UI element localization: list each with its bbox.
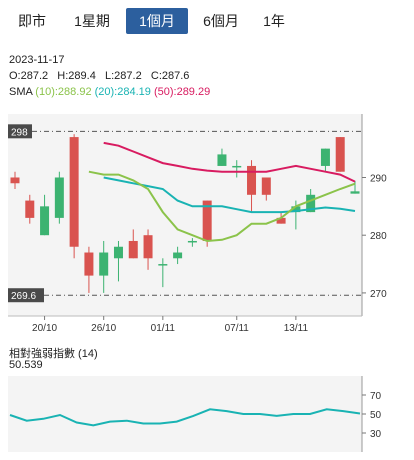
rsi-tick-label: 70	[370, 391, 382, 402]
y-tick-label: 280	[370, 231, 387, 242]
candle-body	[25, 200, 35, 218]
min-price-label: 269.6	[11, 291, 36, 302]
max-price-label: 298	[11, 127, 28, 138]
sma50-line	[103, 141, 356, 183]
candle-body	[306, 194, 316, 213]
candle-body	[54, 177, 64, 218]
candle-body	[10, 177, 20, 184]
range-tabs: 即市 1星期 1個月 6個月 1年	[0, 0, 414, 42]
tab-realtime[interactable]: 即市	[18, 13, 46, 29]
rsi-tick-label: 50	[370, 410, 382, 421]
price-chart[interactable]: 270 280 290 20/10 26/10 01/11 07/11 13/11 298 269…	[0, 108, 414, 348]
candle-body	[158, 264, 168, 266]
rsi-line	[9, 408, 361, 427]
tab-1-month[interactable]: 1個月	[126, 8, 188, 34]
candle-body	[128, 240, 138, 259]
sma10-line	[88, 170, 356, 243]
candle-body	[232, 165, 242, 168]
sma50-value: (50):289.29	[153, 86, 211, 98]
candle-body	[261, 177, 271, 195]
tab-1-year[interactable]: 1年	[263, 13, 285, 29]
candle-body	[69, 137, 79, 247]
sma20-line	[103, 176, 356, 214]
plot-area	[8, 114, 362, 316]
sma10-value: (10):288.92	[35, 86, 92, 98]
rsi-tick-label: 30	[370, 429, 382, 440]
candle-body	[173, 252, 183, 259]
y-tick-label: 270	[370, 289, 387, 300]
max-price-badge	[8, 124, 32, 139]
candle-body	[335, 137, 345, 172]
sma-legend: SMA (10):288.92 (20):284.19 (50):289.29	[9, 86, 210, 98]
candle-body	[320, 148, 330, 166]
candle-body	[217, 154, 227, 166]
x-tick-label: 20/10	[32, 323, 57, 334]
candle-body	[84, 252, 94, 276]
candle-body	[99, 252, 109, 276]
x-tick-label: 07/11	[225, 323, 250, 334]
rsi-title: 相對強弱指數 (14)	[9, 348, 98, 360]
candle-body	[143, 235, 153, 259]
x-tick-label: 13/11	[284, 323, 309, 334]
candle-body	[276, 217, 286, 224]
candle-body	[113, 246, 123, 259]
candle-body	[247, 165, 257, 195]
sma20-value: (20):284.19	[94, 86, 151, 98]
candle-body	[202, 200, 212, 241]
candle-body	[350, 191, 360, 194]
tab-6-months[interactable]: 6個月	[203, 13, 239, 29]
candle-body	[291, 206, 301, 213]
rsi-current-value: 50.539	[9, 359, 43, 371]
y-tick-label: 290	[370, 173, 387, 184]
candle-body	[40, 206, 50, 236]
tab-1-week[interactable]: 1星期	[74, 13, 110, 29]
x-tick-label: 26/10	[91, 323, 116, 334]
min-price-badge	[8, 288, 44, 303]
quote-ohlc: O:287.2 H:289.4 L:287.2 C:287.6	[9, 70, 190, 82]
candle-body	[187, 240, 197, 243]
x-tick-label: 01/11	[151, 323, 176, 334]
rsi-chart[interactable]: 30 50 70	[0, 374, 414, 456]
quote-date: 2023-11-17	[9, 54, 65, 66]
sma-label: SMA	[9, 86, 33, 98]
